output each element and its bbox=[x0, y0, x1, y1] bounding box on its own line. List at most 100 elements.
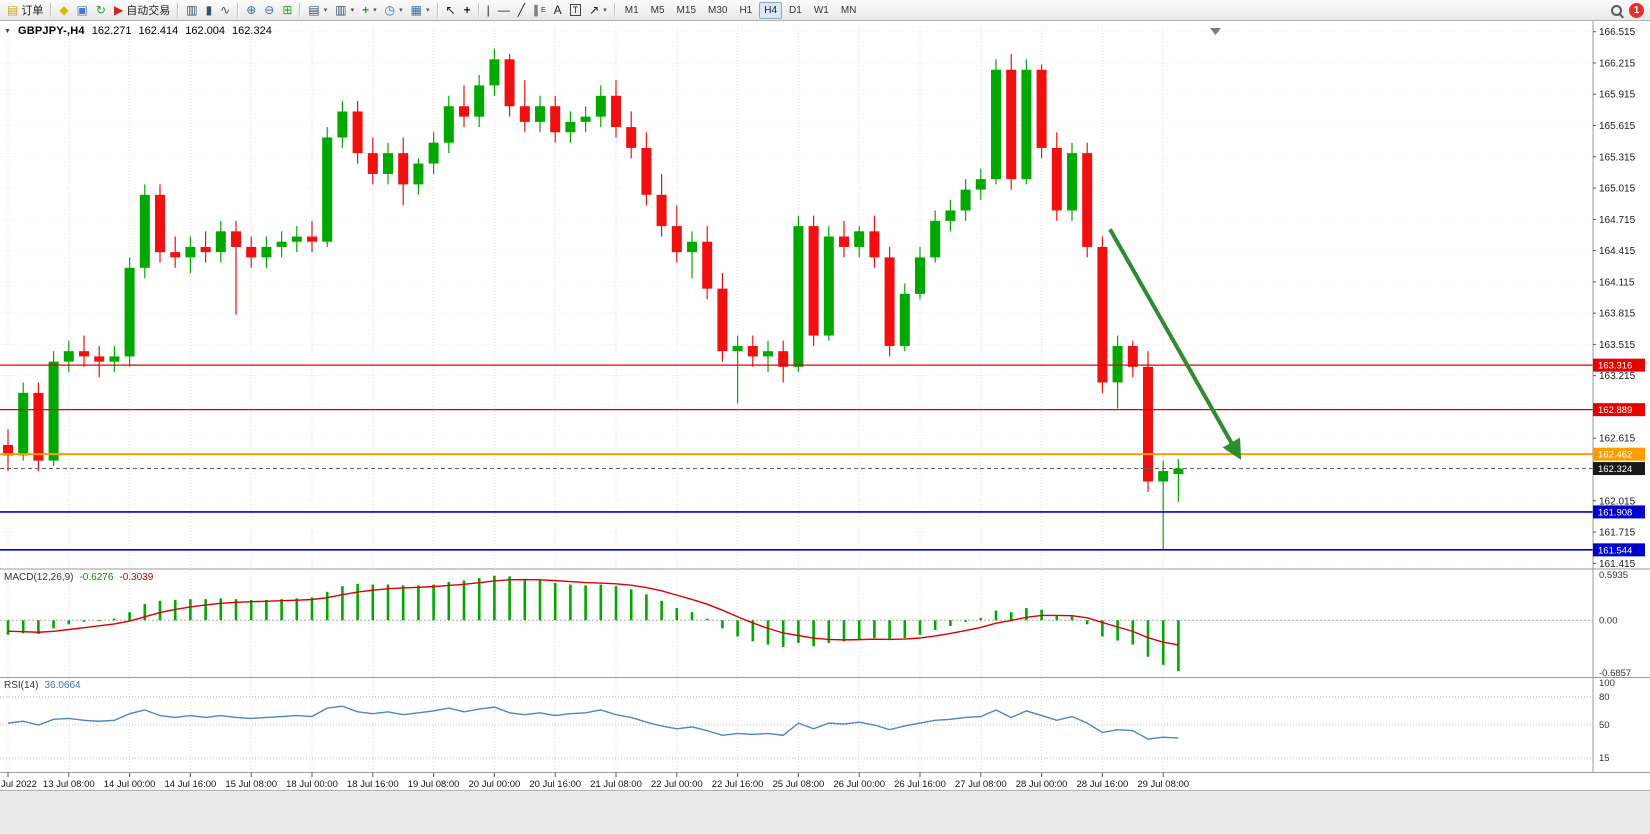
periods-button[interactable]: ◷ ▾ bbox=[381, 1, 407, 20]
ohlc-high: 162.414 bbox=[138, 25, 179, 37]
label-icon: T bbox=[569, 4, 582, 16]
crosshair-button[interactable]: + bbox=[460, 1, 475, 20]
cursor-button[interactable]: ↖ bbox=[442, 1, 460, 20]
chart-region[interactable]: 166.515 166.215 165.915 165.615 165.315 165.0… bbox=[0, 21, 1650, 790]
timeframe-m5-button[interactable]: M5 bbox=[650, 4, 665, 16]
timeframe-d1-button[interactable]: D1 bbox=[789, 4, 802, 16]
bar-chart-type-button[interactable]: ▥ bbox=[182, 1, 201, 20]
candle bbox=[443, 95, 454, 154]
time-axis[interactable]: Jul 2022 13 Jul 08:00 14 Jul 00:00 14 Jul 1… bbox=[1, 773, 1189, 790]
price-axis[interactable]: 166.515 166.215 165.915 165.615 165.315 165.0… bbox=[1593, 27, 1636, 764]
svg-text:164.715: 164.715 bbox=[1599, 215, 1636, 226]
profiles-icon: ▥ bbox=[335, 3, 347, 17]
chevron-down-icon[interactable]: ▾ bbox=[323, 7, 328, 14]
svg-text:0.00: 0.00 bbox=[1599, 615, 1618, 626]
label-button[interactable]: T bbox=[566, 1, 586, 20]
svg-text:162.615: 162.615 bbox=[1599, 434, 1636, 445]
tile-windows-button[interactable]: ⊞ bbox=[278, 1, 296, 20]
timeframe-m15-button[interactable]: M15 bbox=[676, 4, 696, 16]
svg-text:27 Jul 08:00: 27 Jul 08:00 bbox=[955, 779, 1007, 790]
toolbar-separator bbox=[299, 3, 302, 17]
auto-trading-button-label: 自动交易 bbox=[126, 5, 171, 17]
candle bbox=[63, 340, 74, 373]
svg-text:164.115: 164.115 bbox=[1599, 277, 1635, 288]
trendline-button[interactable]: ╱ bbox=[514, 1, 529, 20]
search-button[interactable] bbox=[1607, 1, 1626, 20]
timeframe-h1-button[interactable]: H1 bbox=[739, 4, 753, 16]
window-bottom-strip bbox=[0, 790, 1650, 834]
timeframe-m30-button[interactable]: M30 bbox=[708, 4, 728, 16]
chart-background bbox=[0, 21, 1650, 790]
chart-windows-button[interactable]: ◆ bbox=[55, 1, 72, 20]
candles-layer bbox=[3, 48, 1184, 550]
chevron-down-icon[interactable]: ▾ bbox=[426, 7, 430, 14]
candle bbox=[1097, 236, 1108, 393]
svg-text:161.544: 161.544 bbox=[1598, 545, 1632, 556]
candle bbox=[1006, 54, 1017, 190]
rsi-panel bbox=[0, 696, 1593, 759]
timeframe-mn-button[interactable]: MN bbox=[840, 4, 857, 16]
chart-shift-marker[interactable] bbox=[1210, 28, 1221, 35]
ohlc-low: 162.004 bbox=[185, 25, 226, 37]
vertical-line-button[interactable]: | bbox=[483, 1, 494, 20]
candle bbox=[291, 226, 302, 253]
candlestick-chart-type-button[interactable]: ▮ bbox=[202, 1, 217, 20]
horizontal-lines-layer[interactable] bbox=[0, 364, 1593, 551]
svg-text:164.415: 164.415 bbox=[1599, 246, 1636, 257]
svg-text:163.515: 163.515 bbox=[1599, 340, 1636, 351]
svg-text:18 Jul 00:00: 18 Jul 00:00 bbox=[286, 779, 338, 790]
macd-signal-value: -0.3039 bbox=[119, 572, 154, 583]
candle bbox=[79, 335, 89, 367]
chevron-down-icon[interactable]: ▾ bbox=[603, 7, 607, 14]
chevron-down-icon[interactable]: ▾ bbox=[350, 7, 355, 14]
refresh-button[interactable]: ↻ bbox=[92, 1, 110, 20]
svg-text:-0.6857: -0.6857 bbox=[1599, 668, 1631, 679]
candle bbox=[793, 215, 804, 373]
candle bbox=[94, 345, 105, 378]
trend-arrow[interactable] bbox=[1108, 228, 1242, 460]
timeframe-h4-button[interactable]: H4 bbox=[759, 1, 783, 19]
candle bbox=[550, 95, 561, 143]
market-profile-icon: ▣ bbox=[76, 3, 88, 17]
new-order-button[interactable]: ▤ 订单 bbox=[3, 1, 47, 20]
svg-text:14 Jul 16:00: 14 Jul 16:00 bbox=[165, 779, 217, 790]
arrows-icon: ↗ bbox=[589, 3, 600, 17]
macd-signal-line bbox=[7, 578, 1179, 646]
arrows-button[interactable]: ↗ ▾ bbox=[585, 1, 611, 20]
chevron-down-icon[interactable]: ▾ bbox=[373, 7, 377, 14]
candle bbox=[1127, 340, 1138, 378]
text-button[interactable]: A bbox=[550, 1, 566, 20]
add-indicator-button[interactable]: + ▾ bbox=[358, 1, 381, 20]
chart-symbol-label: GBPJPY-,H4 bbox=[17, 25, 85, 37]
zoom-out-icon: ⊖ bbox=[264, 3, 275, 17]
zoom-in-button[interactable]: ⊕ bbox=[242, 1, 260, 20]
market-profile-button[interactable]: ▣ bbox=[73, 1, 92, 20]
chart-windows-icon: ◆ bbox=[59, 3, 69, 17]
candle bbox=[687, 231, 697, 279]
notifications-badge[interactable]: 1 bbox=[1629, 2, 1644, 18]
cursor-icon: ↖ bbox=[445, 3, 456, 17]
new-chart-button[interactable]: ▤ ▾ bbox=[304, 1, 331, 20]
chart-canvas[interactable]: 166.515 166.215 165.915 165.615 165.315 165.0… bbox=[0, 21, 1650, 790]
horizontal-line-button[interactable]: — bbox=[494, 1, 514, 20]
svg-text:25 Jul 08:00: 25 Jul 08:00 bbox=[773, 779, 825, 790]
tile-windows-icon: ⊞ bbox=[282, 3, 293, 17]
zoom-out-button[interactable]: ⊖ bbox=[260, 1, 278, 20]
chevron-down-icon[interactable]: ▾ bbox=[399, 7, 403, 14]
timeframe-m1-button[interactable]: M1 bbox=[624, 4, 639, 16]
auto-trading-button[interactable]: ▶ 自动交易 bbox=[110, 1, 174, 20]
rsi-name: RSI(14) bbox=[4, 680, 39, 691]
svg-text:28 Jul 16:00: 28 Jul 16:00 bbox=[1077, 779, 1129, 790]
candlestick-chart-type-icon: ▮ bbox=[205, 3, 213, 17]
equidistant-channel-button[interactable]: ∥ E bbox=[529, 1, 550, 20]
chart-ohlc: 162.271 162.414 162.004 162.324 bbox=[92, 25, 272, 37]
templates-button[interactable]: ▦ ▾ bbox=[407, 1, 434, 20]
line-chart-type-button[interactable]: ∿ bbox=[216, 1, 234, 20]
svg-text:165.615: 165.615 bbox=[1599, 121, 1636, 132]
svg-text:162.324: 162.324 bbox=[1598, 464, 1632, 475]
candle bbox=[975, 168, 986, 201]
profiles-button[interactable]: ▥ ▾ bbox=[331, 1, 358, 20]
svg-text:165.315: 165.315 bbox=[1599, 152, 1636, 163]
timeframe-w1-button[interactable]: W1 bbox=[813, 4, 829, 16]
one-click-trading-icon[interactable]: ▼ bbox=[4, 27, 11, 35]
